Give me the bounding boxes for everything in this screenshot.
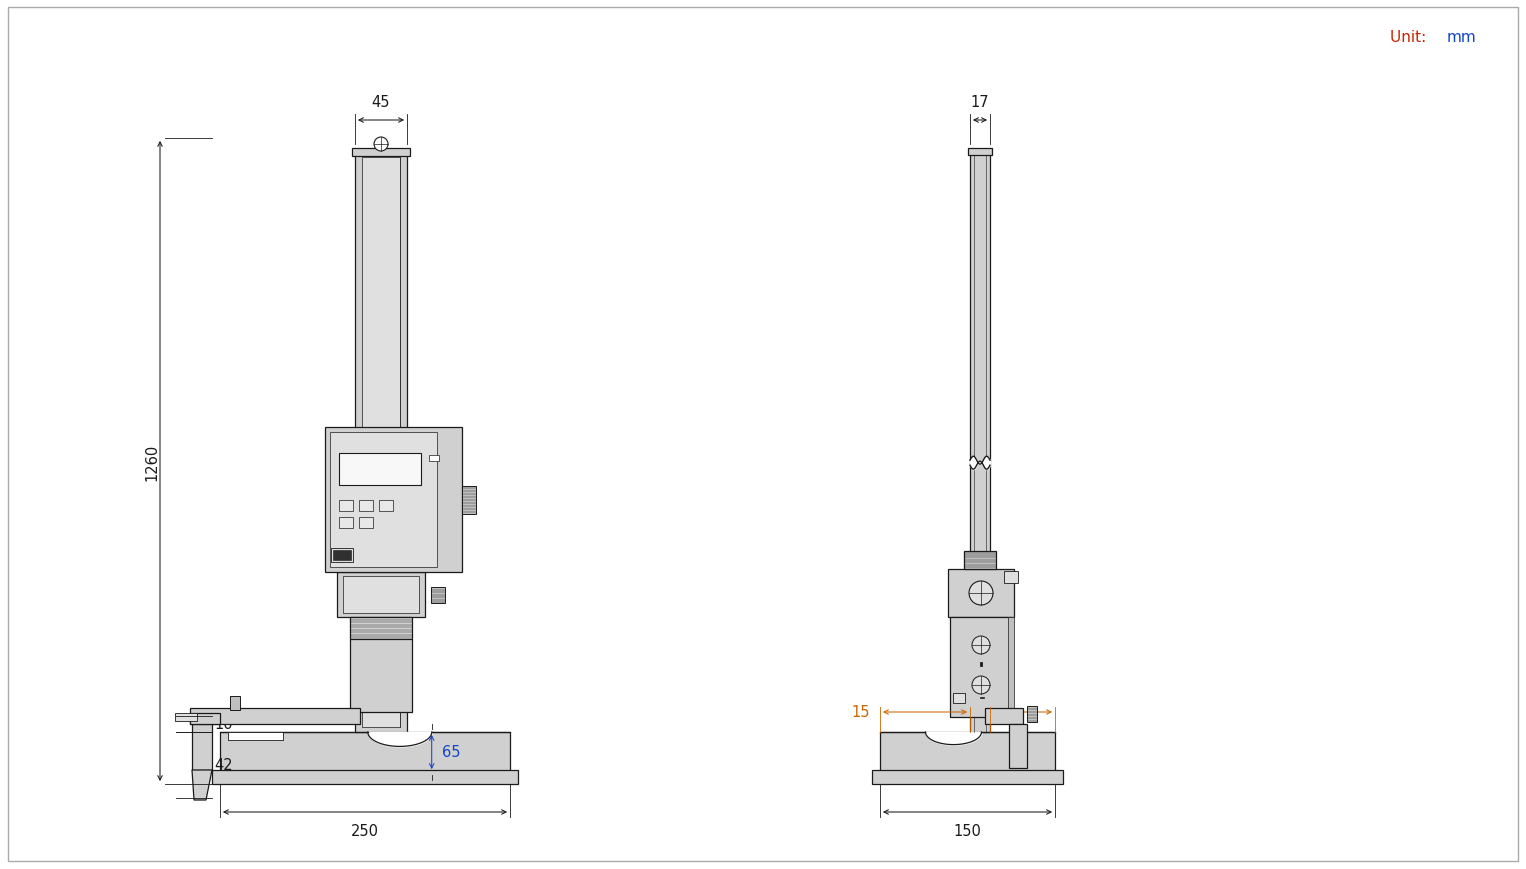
Bar xyxy=(349,640,412,713)
Bar xyxy=(951,617,1012,717)
Text: 150: 150 xyxy=(954,823,981,838)
Bar xyxy=(339,454,421,486)
Text: Unit:: Unit: xyxy=(1390,30,1431,45)
Bar xyxy=(964,551,996,569)
Circle shape xyxy=(972,636,990,654)
Bar xyxy=(430,587,446,603)
Text: 17: 17 xyxy=(971,95,989,109)
Bar xyxy=(429,455,439,461)
Bar xyxy=(1009,724,1027,768)
Bar xyxy=(967,149,992,156)
Bar xyxy=(353,149,410,156)
Text: 9: 9 xyxy=(1018,724,1027,740)
Bar xyxy=(1009,617,1013,717)
Bar xyxy=(227,733,282,740)
Bar xyxy=(191,713,220,724)
Bar xyxy=(175,713,197,721)
Bar xyxy=(359,501,372,512)
Bar xyxy=(1004,571,1018,583)
Bar xyxy=(971,153,990,733)
Text: 42: 42 xyxy=(214,758,232,773)
Bar xyxy=(337,573,426,617)
Bar xyxy=(954,693,964,703)
Polygon shape xyxy=(192,770,212,800)
Bar xyxy=(462,487,476,514)
Bar xyxy=(212,770,517,784)
Text: 10: 10 xyxy=(214,717,232,732)
Bar xyxy=(356,153,407,733)
Bar xyxy=(362,158,400,727)
Bar xyxy=(333,550,351,561)
Text: 15: 15 xyxy=(852,705,870,720)
Bar xyxy=(325,428,462,573)
Bar xyxy=(230,696,240,710)
Bar xyxy=(1027,706,1038,722)
Text: 1260: 1260 xyxy=(145,443,160,480)
Bar xyxy=(191,708,360,724)
Bar xyxy=(192,724,212,770)
Bar xyxy=(359,517,372,528)
Bar xyxy=(220,733,510,773)
Bar xyxy=(871,770,1064,784)
Text: 250: 250 xyxy=(351,823,378,838)
Bar xyxy=(343,576,420,614)
Bar xyxy=(948,569,1013,617)
Circle shape xyxy=(374,138,388,152)
Circle shape xyxy=(969,581,993,606)
Bar xyxy=(378,501,394,512)
Text: 45: 45 xyxy=(372,95,391,109)
Bar xyxy=(330,433,436,567)
Bar xyxy=(339,501,353,512)
Circle shape xyxy=(972,676,990,694)
Bar xyxy=(984,708,1022,724)
Bar xyxy=(339,517,353,528)
Text: 65: 65 xyxy=(441,745,461,760)
Bar xyxy=(331,548,353,562)
Bar xyxy=(349,617,412,640)
Bar xyxy=(881,733,1054,773)
Text: mm: mm xyxy=(1447,30,1477,45)
